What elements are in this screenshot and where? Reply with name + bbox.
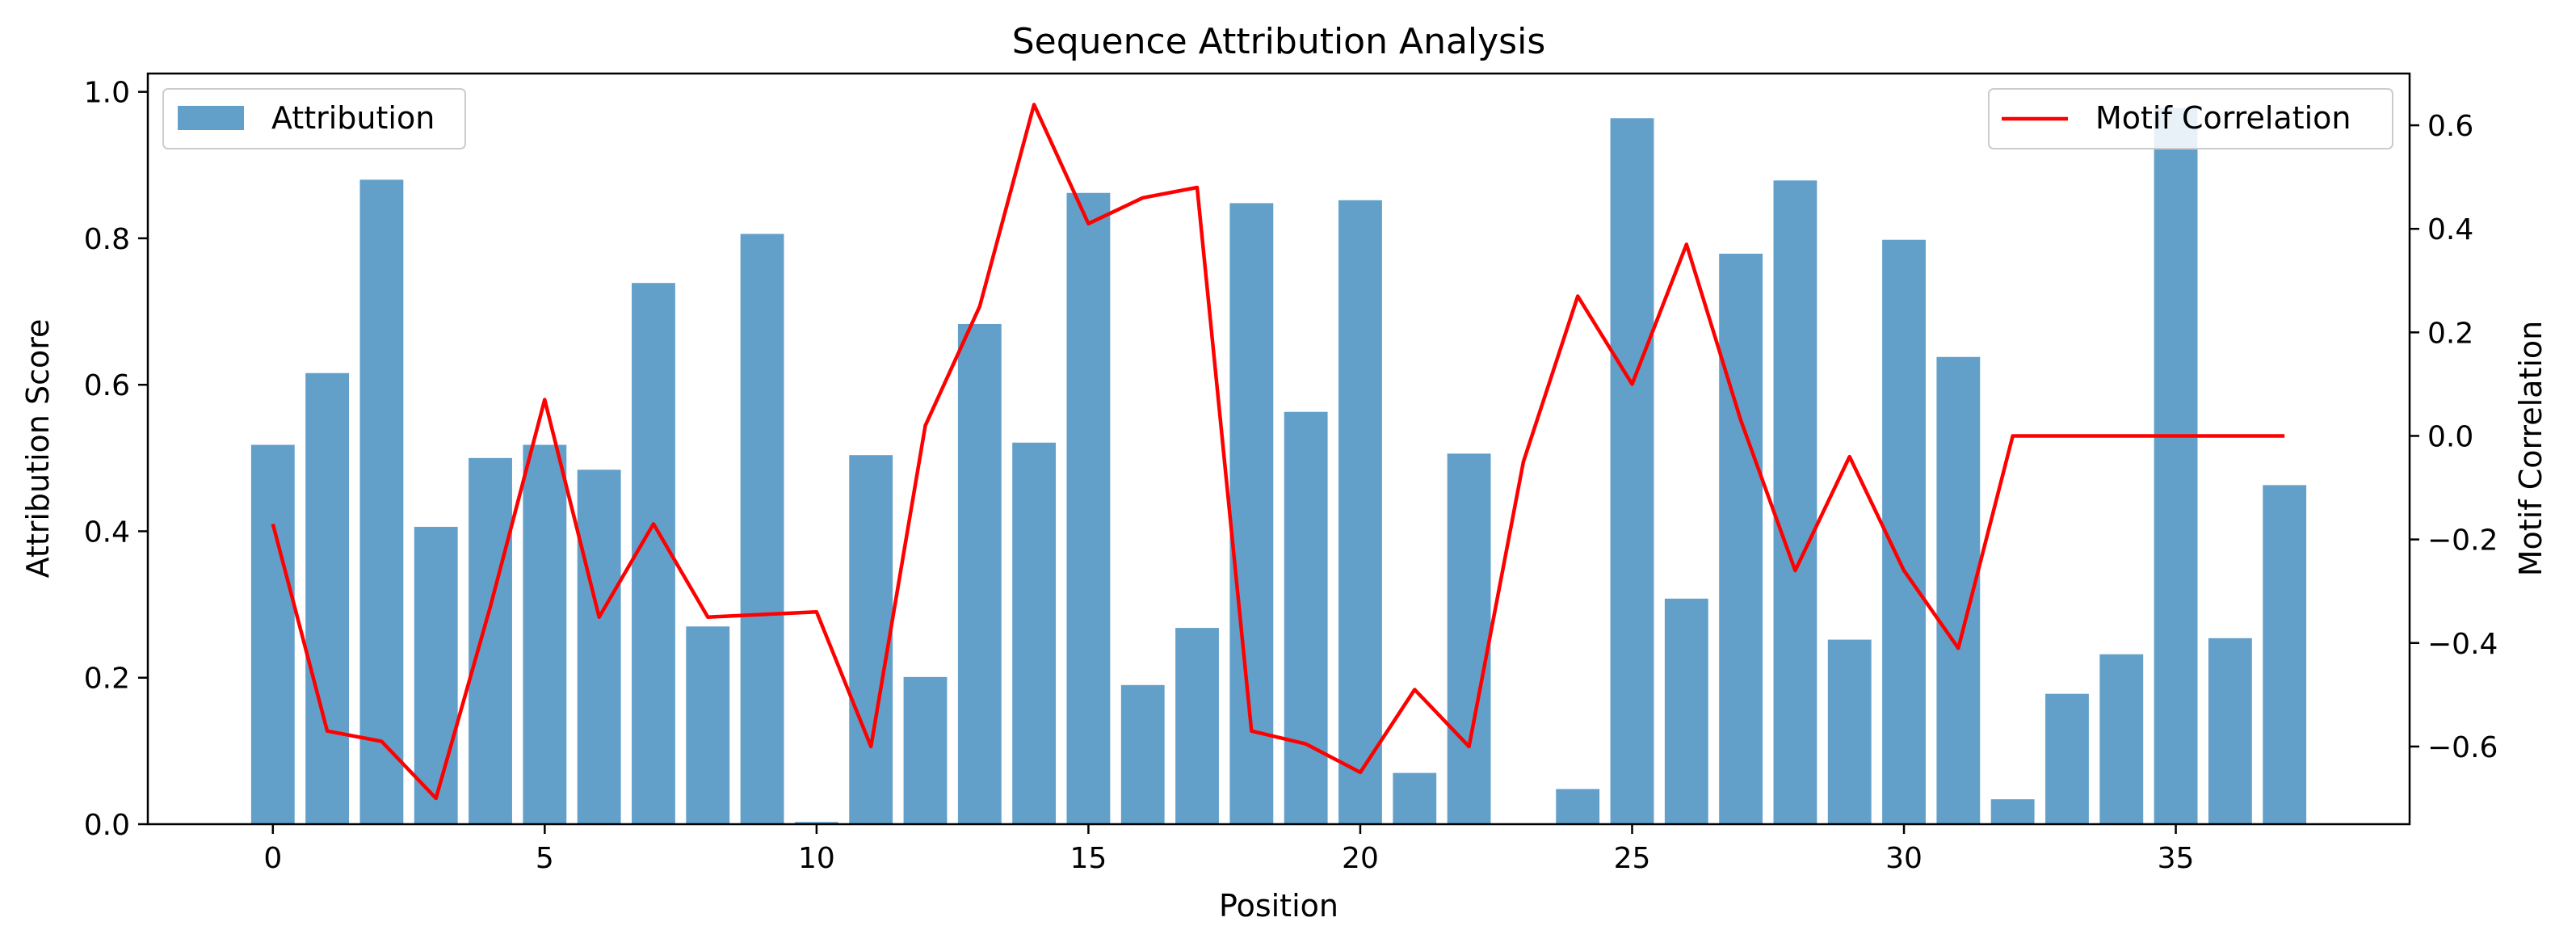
legend-attribution: Attribution (162, 88, 466, 149)
x-tick-label-30: 30 (1885, 842, 1923, 875)
bar-24 (1556, 789, 1600, 824)
bar-26 (1664, 598, 1708, 824)
attribution-bars (250, 107, 2307, 825)
bar-16 (1120, 684, 1165, 824)
y2-axis-label: Motif Correlation (2513, 321, 2549, 577)
y2-axis-ticks: −0.6 −0.4 −0.2 0.0 0.2 0.4 0.6 (2410, 110, 2498, 764)
y2-tick-label-0: 0.0 (2427, 420, 2473, 453)
plot-frame (146, 72, 2411, 826)
legend-motif-correlation-box (1988, 88, 2393, 149)
bar-11 (849, 455, 893, 824)
legend-motif-correlation: Motif Correlation (1988, 88, 2393, 149)
bar-22 (1447, 453, 1491, 824)
y-tick-label-0: 0.0 (84, 809, 130, 842)
bar-12 (903, 676, 948, 824)
bar-3 (414, 527, 458, 824)
bar-4 (469, 457, 512, 824)
y-tick-label-0.2: 0.2 (84, 663, 130, 696)
bar-6 (577, 469, 621, 824)
motif-correlation-line-layer (271, 103, 2285, 801)
y2-tick-label-0.2: 0.2 (2427, 317, 2473, 350)
bar-5 (523, 444, 567, 824)
bar-33 (2045, 693, 2089, 824)
bar-10 (794, 822, 838, 824)
bar-28 (1773, 180, 1817, 824)
bar-36 (2208, 638, 2252, 824)
y2-tick-label--0.2: −0.2 (2427, 524, 2498, 558)
bar-35 (2154, 107, 2198, 825)
motif-correlation-line (271, 103, 2285, 801)
bar-30 (1882, 239, 1926, 824)
x-tick-label-10: 10 (798, 842, 835, 875)
bar-21 (1393, 772, 1437, 824)
x-tick-label-5: 5 (536, 842, 554, 875)
bar-7 (632, 283, 675, 825)
y-axis-ticks: 0.0 0.2 0.4 0.6 0.8 1.0 (84, 77, 148, 842)
y2-tick-label-0.6: 0.6 (2427, 110, 2473, 143)
bar-14 (1012, 442, 1057, 824)
y-tick-label-0.4: 0.4 (84, 516, 130, 549)
bar-15 (1066, 192, 1111, 825)
y2-tick-label-0.4: 0.4 (2427, 213, 2473, 246)
bar-13 (957, 323, 1002, 825)
y-tick-label-0.6: 0.6 (84, 369, 130, 402)
y-axis-label: Attribution Score (20, 319, 56, 579)
bar-37 (2263, 485, 2307, 824)
bar-9 (740, 234, 784, 824)
bar-17 (1175, 628, 1219, 824)
bar-0 (250, 444, 295, 824)
bar-29 (1827, 639, 1872, 824)
y-tick-label-1: 1.0 (84, 77, 130, 110)
y-tick-label-0.8: 0.8 (84, 223, 130, 256)
x-tick-label-15: 15 (1070, 842, 1107, 875)
y2-tick-label--0.6: −0.6 (2427, 731, 2498, 764)
bar-19 (1284, 411, 1328, 824)
bar-1 (305, 372, 350, 824)
bar-2 (359, 179, 404, 825)
bar-25 (1610, 118, 1654, 824)
x-axis-ticks: 0 5 10 15 20 25 30 35 (263, 824, 2194, 875)
x-tick-label-25: 25 (1614, 842, 1651, 875)
x-tick-label-35: 35 (2158, 842, 2195, 875)
chart-title: Sequence Attribution Analysis (1012, 21, 1546, 62)
bar-34 (2099, 654, 2144, 824)
bar-20 (1338, 200, 1382, 825)
x-tick-label-0: 0 (263, 842, 282, 875)
bar-32 (1990, 799, 2035, 824)
bar-8 (686, 626, 730, 824)
x-axis-label: Position (1219, 888, 1338, 924)
y2-tick-label--0.4: −0.4 (2427, 628, 2498, 661)
bar-27 (1719, 253, 1763, 825)
legend-motif-correlation-label: Motif Correlation (2095, 100, 2351, 136)
legend-attribution-swatch (178, 106, 244, 130)
legend-attribution-box (162, 88, 466, 149)
legend-attribution-label: Attribution (271, 100, 435, 136)
x-tick-label-20: 20 (1342, 842, 1379, 875)
